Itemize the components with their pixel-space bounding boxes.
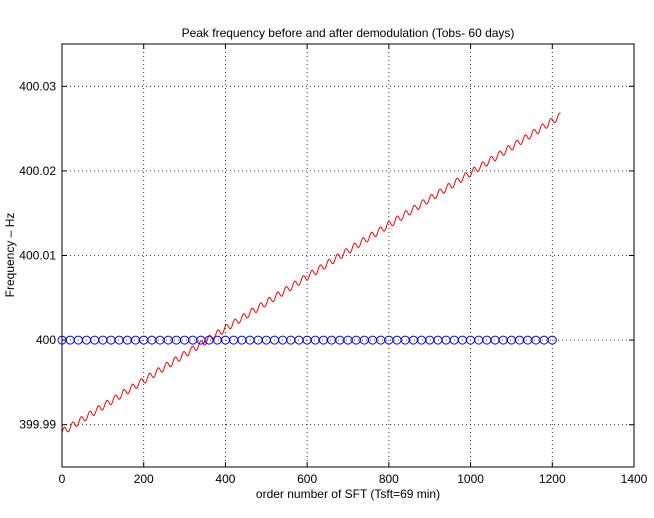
x-tick-label: 0 — [59, 472, 66, 486]
plot-area — [62, 44, 634, 467]
axis-ticks: 0 200 400 600 800 1000 1200 1400 399.99 400 400.01… — [19, 44, 648, 486]
y-tick-label: 400.03 — [19, 79, 56, 93]
series-layer — [57, 112, 561, 433]
series-red-line — [61, 112, 561, 433]
x-tick-label: 800 — [379, 472, 399, 486]
x-tick-label: 1400 — [621, 472, 648, 486]
y-axis-label: Frequency – Hz — [3, 213, 17, 298]
grid-lines — [62, 44, 634, 467]
x-tick-label: 200 — [134, 472, 154, 486]
series-blue-point — [547, 335, 557, 345]
y-tick-label: 400 — [36, 333, 56, 347]
x-tick-label: 400 — [215, 472, 235, 486]
y-tick-label: 400.01 — [19, 249, 56, 263]
x-tick-label: 600 — [297, 472, 317, 486]
x-tick-label: 1000 — [457, 472, 484, 486]
y-tick-label: 399.99 — [19, 418, 56, 432]
chart-title: Peak frequency before and after demodula… — [182, 26, 515, 40]
y-tick-label: 400.02 — [19, 164, 56, 178]
x-tick-label: 1200 — [539, 472, 566, 486]
x-axis-label: order number of SFT (Tsft=69 min) — [256, 487, 440, 501]
